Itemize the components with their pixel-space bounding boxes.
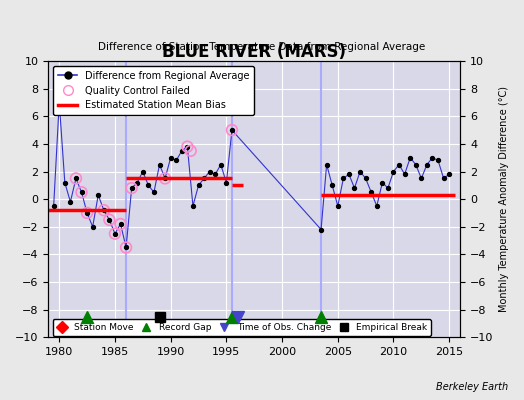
Point [367,189,375,196]
Point [334,203,342,209]
Point [216,162,225,168]
Point [55,99,63,106]
Point [317,226,325,233]
Point [167,154,175,161]
Point [161,175,169,182]
Point [78,189,86,196]
Point [183,144,192,150]
Point [187,148,195,154]
Point [200,175,208,182]
Point [127,185,136,191]
Legend: Station Move, Record Gap, Time of Obs. Change, Empirical Break: Station Move, Record Gap, Time of Obs. C… [52,319,431,336]
Text: Berkeley Earth: Berkeley Earth [436,382,508,392]
Point [389,168,398,175]
Point [49,203,58,209]
Point [155,162,163,168]
Point [116,221,125,227]
Point [339,175,347,182]
Title: BLUE RIVER (MARS): BLUE RIVER (MARS) [162,43,346,61]
Point [111,230,119,237]
Point [434,157,442,164]
Point [72,175,80,182]
Point [373,203,381,209]
Point [440,175,448,182]
Point [78,189,86,196]
Point [94,192,102,198]
Point [61,179,69,186]
Point [400,171,409,178]
Point [83,210,91,216]
Point [150,189,158,196]
Point [428,154,436,161]
Point [189,203,197,209]
Point [72,175,80,182]
Point [161,175,169,182]
Point [111,230,119,237]
Point [100,207,108,213]
Point [362,175,370,182]
Point [100,207,108,213]
Point [211,171,220,178]
Point [328,182,336,188]
Point [406,154,414,161]
Point [139,168,147,175]
Point [172,157,180,164]
Text: Difference of Station Temperature Data from Regional Average: Difference of Station Temperature Data f… [99,42,425,52]
Point [178,148,186,154]
Point [105,217,114,223]
Point [194,182,203,188]
Point [445,171,453,178]
Point [83,210,91,216]
Point [144,182,152,188]
Point [351,185,359,191]
Point [222,179,231,186]
Point [122,244,130,251]
Point [105,217,114,223]
Point [55,99,63,106]
Point [228,127,236,133]
Point [122,244,130,251]
Point [183,144,192,150]
Point [133,179,141,186]
Point [378,179,387,186]
Point [66,199,74,205]
Y-axis label: Monthly Temperature Anomaly Difference (°C): Monthly Temperature Anomaly Difference (… [499,86,509,312]
Point [411,162,420,168]
Point [322,162,331,168]
Point [116,221,125,227]
Point [417,175,425,182]
Point [127,185,136,191]
Point [384,185,392,191]
Point [345,171,353,178]
Point [228,127,236,133]
Point [205,168,214,175]
Point [395,162,403,168]
Point [356,168,364,175]
Point [423,162,431,168]
Point [89,224,97,230]
